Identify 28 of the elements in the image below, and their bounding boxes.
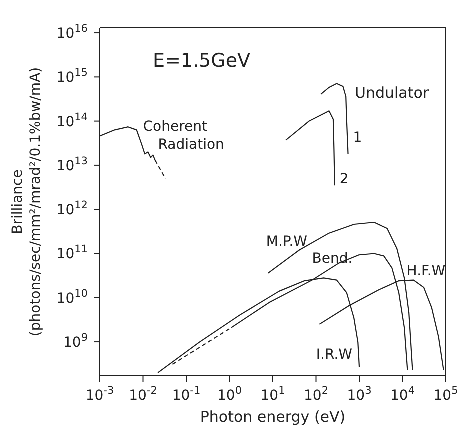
- x-tick-label: 10$^{0}$: [217, 385, 242, 404]
- y-tick-label: 10$^{11}$: [56, 244, 88, 263]
- y-tick-label: 10$^{12}$: [56, 200, 88, 219]
- x-tick-label: 10$^{-2}$: [129, 385, 158, 404]
- y-tick-label: 10$^{13}$: [56, 155, 88, 174]
- y-tick-label: 10$^{10}$: [56, 288, 88, 307]
- x-tick-label: 10$^{1}$: [260, 385, 286, 404]
- y-axis-title: Brilliance (photons/sec/mm²/mrad²/0.1%bw/mA): [10, 67, 44, 337]
- series-label: Bend.: [312, 251, 353, 268]
- y-tick-label: 10$^{14}$: [56, 111, 88, 130]
- x-tick-label: 10$^{-1}$: [172, 385, 201, 404]
- annotation: Undulator: [355, 84, 430, 102]
- x-tick-label: 10$^{3}$: [347, 385, 372, 404]
- series-label: Coherent Radiation: [143, 119, 224, 154]
- series-label: I.R.W: [316, 347, 353, 364]
- y-tick-label: 10$^{16}$: [56, 23, 88, 42]
- x-tick-label: 10$^{5}$: [434, 385, 458, 404]
- y-tick-label: 10$^{15}$: [56, 67, 88, 86]
- series-label: M.P.W: [266, 234, 308, 250]
- x-axis-title: Photon energy (eV): [200, 408, 346, 426]
- x-tick-label: 10$^{4}$: [390, 385, 416, 404]
- x-tick-label: 10$^{2}$: [304, 385, 329, 404]
- y-tick-label: 10$^{9}$: [63, 332, 88, 352]
- series-label: 1: [353, 130, 362, 146]
- series-label: 2: [340, 172, 349, 188]
- series-label: H.F.W: [406, 263, 446, 280]
- annotation: E=1.5GeV: [153, 50, 251, 72]
- x-tick-label: 10$^{-3}$: [86, 385, 114, 404]
